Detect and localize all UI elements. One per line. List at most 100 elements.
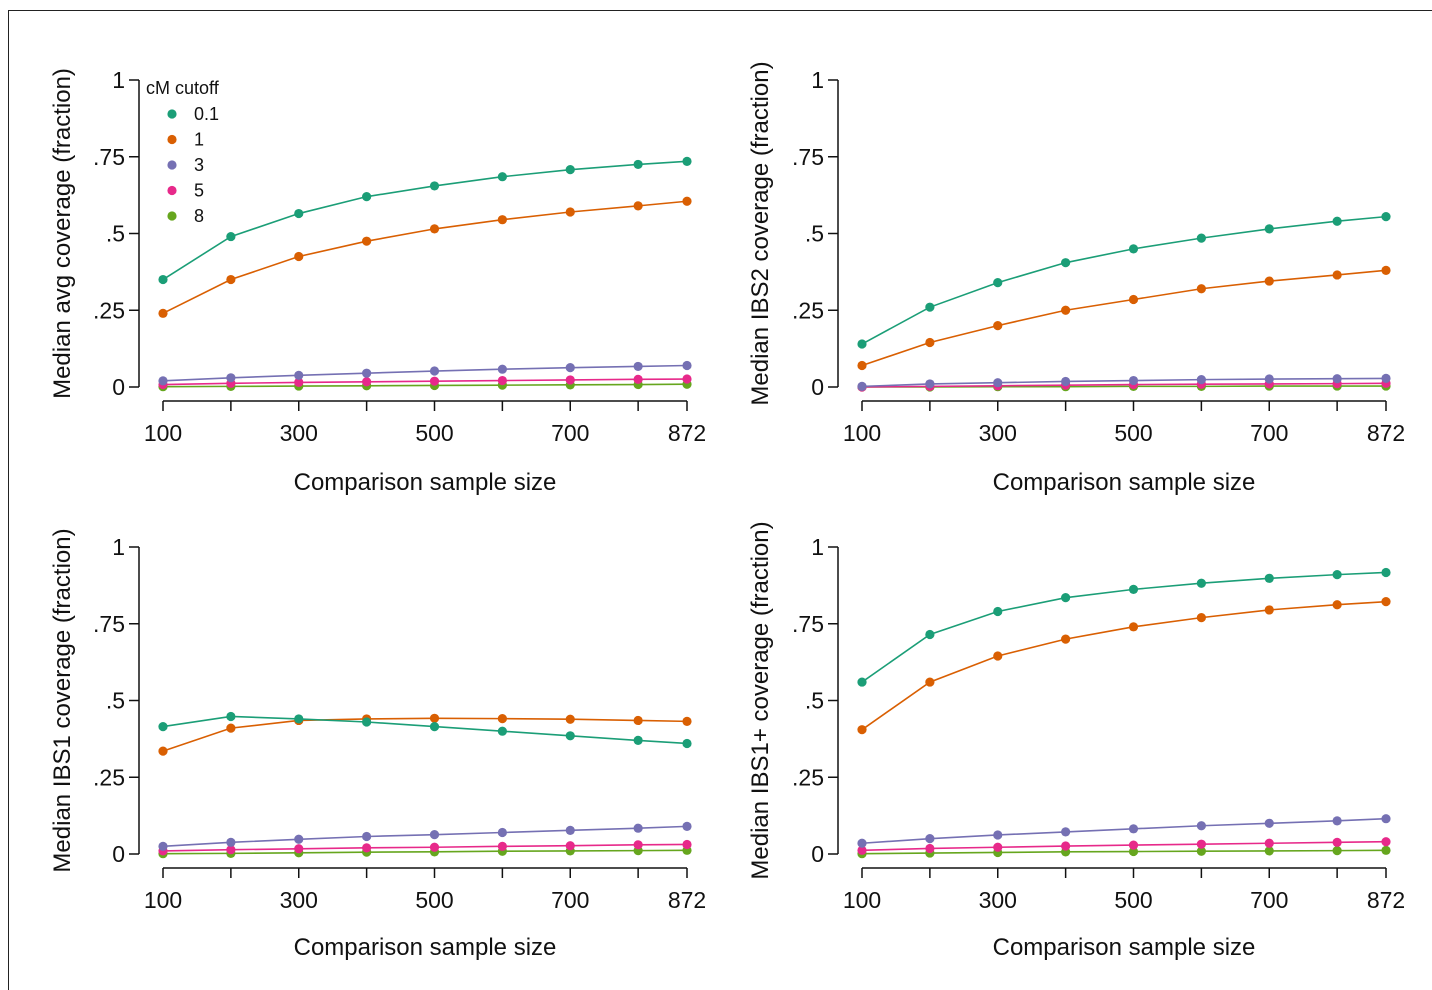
legend: cM cutoff 0.1 1 3 5 8 [146,78,220,226]
data-point [362,717,372,727]
data-point [682,360,692,371]
panel-4: 0 .25 .5 .75 1 100 300 500 700 872 Comparison samp… [747,521,1405,961]
data-point [565,825,575,835]
x-tick-label: 300 [979,887,1017,913]
data-point [1381,814,1391,824]
data-point [565,363,575,373]
data-point [1196,821,1206,831]
series-line [861,849,1387,855]
series-0.1 [857,212,1391,349]
data-point [633,715,643,726]
data-point [1196,613,1206,623]
data-point [1196,375,1206,385]
x-axis-title: Comparison sample size [993,934,1256,961]
y-tick-label: .5 [805,221,824,247]
legend-marker-8 [167,211,177,221]
data-point [1061,258,1071,268]
data-point [1264,838,1274,848]
data-point [1196,578,1206,588]
data-point [362,377,372,387]
x-axis-title: Comparison sample size [993,469,1256,496]
data-point [857,845,867,855]
data-point [429,376,440,386]
series-line [861,840,1387,852]
data-point [925,843,935,854]
legend-marker-1 [167,134,177,145]
data-point [497,215,507,225]
x-tick-label: 100 [144,887,182,913]
data-point [362,192,372,202]
data-point [1264,818,1274,828]
data-point [497,364,507,374]
data-point [1381,837,1391,847]
data-point [1264,224,1274,234]
data-point [925,629,935,640]
data-point [993,606,1003,617]
series-1 [857,597,1391,735]
y-tick-label: .5 [106,221,125,247]
x-tick-label: 500 [415,887,453,913]
data-point [633,201,643,211]
data-point [682,374,692,384]
y-tick-label: 1 [112,534,125,560]
series-3 [158,821,692,851]
data-point [497,172,507,182]
series-line [861,600,1387,731]
data-point [1381,373,1391,384]
data-point [1128,622,1139,632]
data-point [682,196,692,206]
data-point [497,726,507,736]
data-point [1128,294,1139,305]
data-point [993,842,1003,852]
data-point [633,374,643,384]
y-tick-label: .75 [93,611,125,637]
data-point [993,378,1003,388]
x-tick-label: 500 [1114,420,1152,446]
data-point [1128,584,1139,594]
data-point [429,721,440,732]
data-point [633,159,643,170]
x-axis-title: Comparison sample size [294,934,557,961]
series-line [861,571,1387,683]
legend-label-1: 1 [194,130,204,150]
legend-title: cM cutoff [146,78,220,98]
series-0.1 [857,567,1391,687]
y-tick-label: .25 [792,764,824,790]
legend-label-8: 8 [194,206,204,226]
data-point [429,366,440,376]
y-tick-label: 0 [112,841,125,867]
data-point [857,677,867,687]
data-point [158,376,168,386]
data-point [497,714,507,724]
data-point [1061,376,1071,387]
data-point [925,337,935,348]
data-point [1264,374,1274,384]
data-point [565,731,575,741]
data-point [429,842,440,852]
x-tick-label: 500 [415,420,453,446]
series-line [162,825,688,848]
data-point [565,165,575,175]
data-point [1381,597,1391,607]
y-tick-label: .5 [805,688,824,714]
y-tick-label: .25 [93,297,125,323]
series-line [861,817,1387,845]
data-point [1128,375,1139,386]
data-point [565,375,575,385]
data-point [857,725,867,735]
data-point [1332,270,1342,280]
x-tick-label: 872 [1367,887,1405,913]
data-point [1332,374,1342,384]
data-point [158,721,168,732]
data-point [857,838,867,848]
data-point [1196,846,1206,856]
data-point [1196,284,1206,294]
data-point [565,841,575,851]
data-point [1061,634,1071,644]
series-line [162,200,688,315]
data-point [682,716,692,726]
data-point [1128,840,1139,850]
x-tick-label: 700 [551,887,589,913]
data-point [226,274,236,285]
data-point [226,837,236,847]
